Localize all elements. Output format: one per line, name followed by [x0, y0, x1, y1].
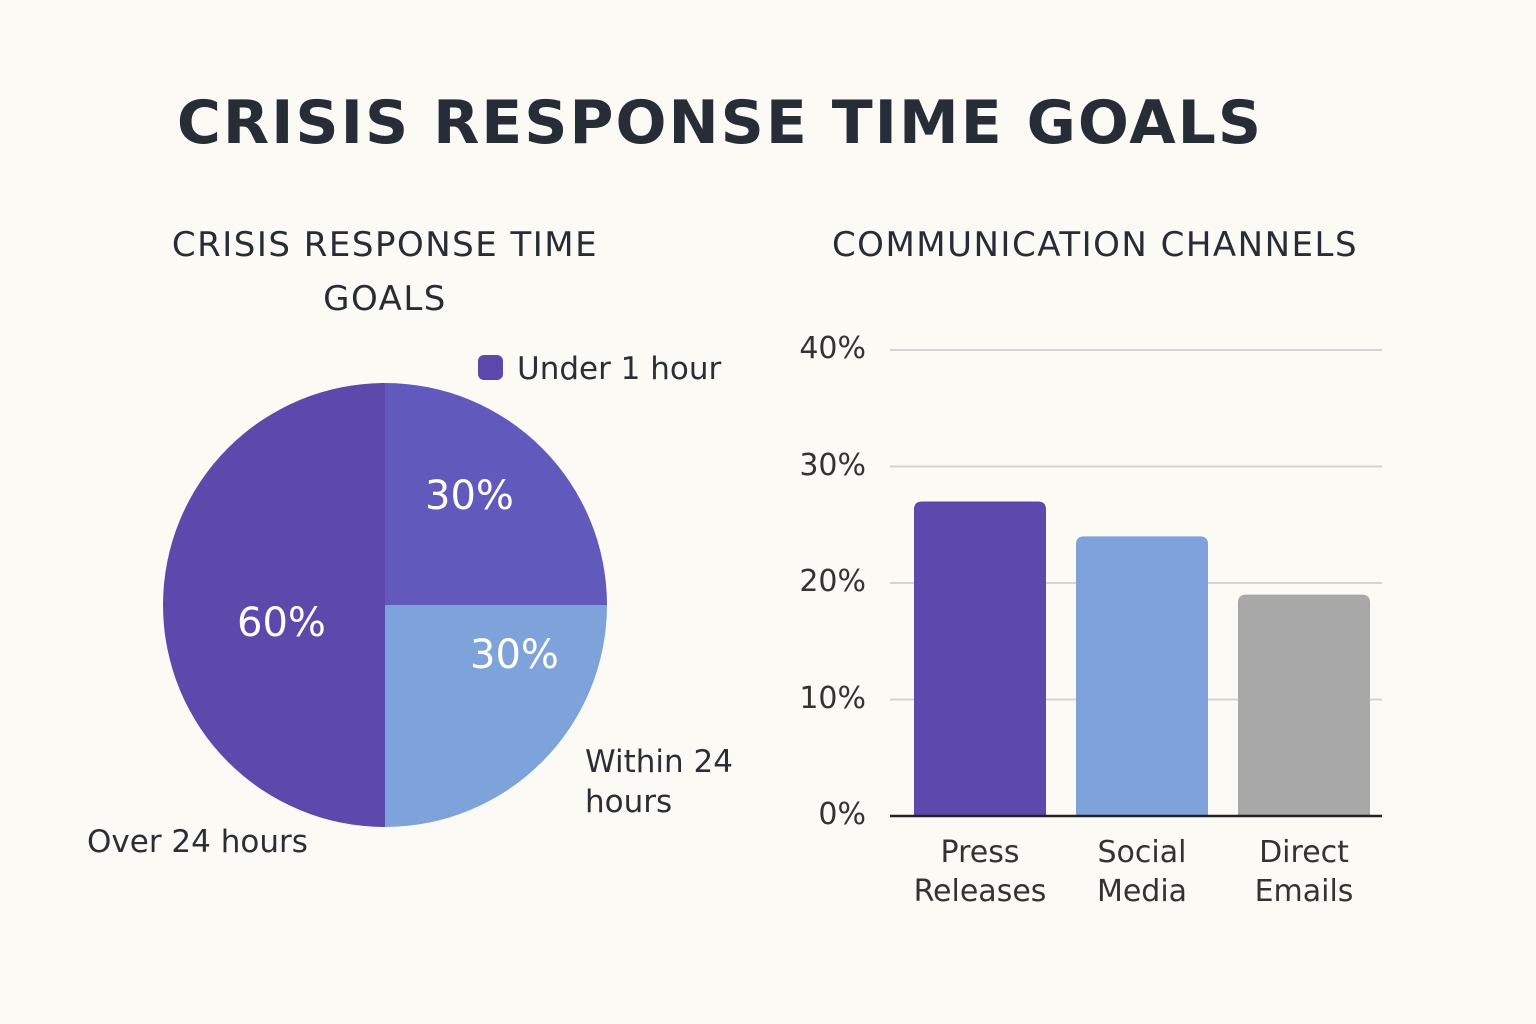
main-title: CRISIS RESPONSE TIME GOALS [176, 88, 1264, 158]
slice-label-within-24-hours: Within 24 hours [585, 744, 733, 820]
slice-value-within-24-hours: 30% [470, 632, 559, 678]
x-category-label-line: Media [1096, 874, 1188, 909]
y-tick-label: 0% [818, 797, 866, 832]
legend-label-under-1-hour: Under 1 hour [517, 351, 722, 387]
pie-slice-over-24-hours [163, 383, 385, 827]
x-category-label: Direct Emails [1219, 833, 1389, 911]
pie-slice-within-24-hours [385, 605, 607, 827]
slice-value-over-24-hours: 60% [237, 600, 326, 646]
pie-slice-under-1-hour [385, 383, 607, 605]
x-category-label-line: Press [940, 835, 1020, 870]
bar-social-media [1076, 536, 1208, 816]
x-category-label: Press Releases [895, 833, 1065, 911]
y-tick-label: 30% [799, 447, 866, 483]
slice-value-under-1-hour: 30% [425, 473, 514, 519]
y-tick-label: 40% [799, 331, 866, 366]
bar-press-releases [914, 501, 1046, 816]
y-tick-label: 10% [799, 680, 866, 716]
x-category-label: Social Media [1057, 833, 1227, 911]
x-category-label-line: Emails [1254, 874, 1354, 909]
y-tick-label: 20% [799, 564, 866, 599]
bar-direct-emails [1238, 594, 1370, 816]
bar-chart-title: COMMUNICATION CHANNELS [831, 225, 1359, 265]
x-category-label-line: Direct [1259, 835, 1349, 870]
x-category-label-line: Releases [913, 874, 1047, 909]
legend-swatch-under-1-hour [478, 355, 503, 380]
slice-label-over-24-hours: Over 24 hours [87, 824, 308, 860]
pie-chart-title: CRISIS RESPONSE TIME GOALS [171, 225, 599, 319]
x-category-label-line: Social [1097, 835, 1187, 870]
